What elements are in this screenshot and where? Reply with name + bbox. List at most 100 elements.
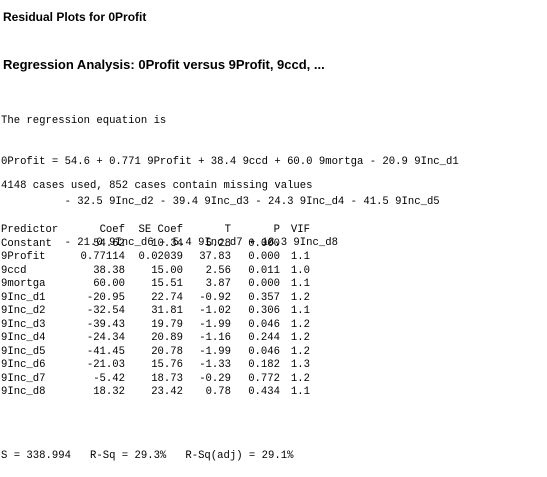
cell-p: 0.011 [248,264,280,277]
cell-coef: 38.38 [93,264,125,277]
cell-coef: 60.00 [93,278,125,290]
regression-equation: The regression equation is 0Profit = 54.… [1,88,459,264]
cell-t: -1.99 [199,318,231,331]
column-header-p: P [273,224,280,236]
cell-t: 0.78 [205,386,231,398]
column-header-se-coef: SE Coef [138,224,183,236]
cell-predictor: 9mortga [1,278,46,290]
cell-t: 3.87 [205,278,231,290]
table-header-row: Predictor Coef SE Coef T P VIF [1,224,310,238]
cell-predictor: 9Inc_d5 [1,345,46,358]
cell-se-coef: 20.89 [151,332,183,344]
cell-t: -1.33 [199,359,231,371]
cell-vif: 1.1 [290,305,310,317]
cell-t: 37.83 [199,251,231,263]
cell-t: 2.56 [205,264,231,277]
table-row: 9Inc_d6 -21.03 15.76 -1.33 0.182 1.3 [1,359,310,373]
cell-t: -1.16 [199,332,231,344]
cases-used-text: 4148 cases used, 852 cases contain missi… [1,180,313,192]
regression-analysis-heading: Regression Analysis: 0Profit versus 9Pro… [3,57,325,72]
cell-p: 0.046 [248,345,280,358]
cell-coef: -39.43 [86,318,125,331]
cell-coef: -41.45 [86,345,125,358]
cell-se-coef: 22.74 [151,291,183,304]
cell-vif: 1.2 [290,345,310,358]
cell-p: 0.000 [248,251,280,263]
cell-se-coef: 15.00 [151,264,183,277]
cell-vif: 1.0 [290,264,310,277]
table-row: 9Inc_d3 -39.43 19.79 -1.99 0.046 1.2 [1,319,310,333]
cell-predictor: 9Inc_d6 [1,359,46,371]
cell-p: 0.357 [248,291,280,304]
cell-se-coef: 19.79 [151,318,183,331]
cell-coef: 54.62 [93,237,125,250]
table-row: 9Inc_d7 -5.42 18.73 -0.29 0.772 1.2 [1,373,310,387]
cell-se-coef: 15.51 [151,278,183,290]
cell-vif: 1.2 [290,332,310,344]
cell-predictor: Constant [1,237,52,250]
cell-t: -0.29 [199,372,231,385]
coefficient-table-body: Constant 54.62 10.34 5.28 0.000 9Profit 0.7711… [1,238,310,400]
table-row: 9Profit 0.77114 0.02039 37.83 0.000 1.1 [1,251,310,265]
cell-vif [280,238,310,252]
cell-vif: 1.2 [290,372,310,385]
cell-predictor: 9Inc_d4 [1,332,46,344]
cell-se-coef: 18.73 [151,372,183,385]
table-row: 9Inc_d1 -20.95 22.74 -0.92 0.357 1.2 [1,292,310,306]
column-header-predictor: Predictor [1,224,59,236]
cell-se-coef: 15.76 [151,359,183,371]
cell-p: 0.000 [248,278,280,290]
cell-predictor: 9Profit [1,251,46,263]
cell-p: 0.244 [248,332,280,344]
cell-t: -1.99 [199,345,231,358]
equation-line: - 21.0 9Inc_d6 - 5.4 9Inc_d7 + 18.3 9Inc… [1,236,338,249]
cell-predictor: 9Inc_d1 [1,291,46,304]
cell-t: 5.28 [205,237,231,250]
equation-intro: The regression equation is [1,115,167,127]
table-row: 9Inc_d2 -32.54 31.81 -1.02 0.306 1.1 [1,305,310,319]
cell-predictor: 9ccd [1,264,27,277]
cell-predictor: 9Inc_d2 [1,305,46,317]
cell-p: 0.772 [248,372,280,385]
table-row: 9mortga 60.00 15.51 3.87 0.000 1.1 [1,278,310,292]
coefficient-table: Predictor Coef SE Coef T P VIF Constant 5… [1,224,310,400]
cell-vif: 1.3 [290,359,310,371]
model-summary-text: S = 338.994 R-Sq = 29.3% R-Sq(adj) = 29.… [1,450,294,462]
cell-vif: 1.2 [290,291,310,304]
cell-se-coef: 0.02039 [138,251,183,263]
equation-line: - 32.5 9Inc_d2 - 39.4 9Inc_d3 - 24.3 9In… [1,196,440,208]
cell-coef: -5.42 [93,372,125,385]
cell-t: -1.02 [199,305,231,317]
table-row: Constant 54.62 10.34 5.28 0.000 [1,238,310,252]
cell-p: 0.434 [248,386,280,398]
cell-t: -0.92 [199,291,231,304]
cell-vif: 1.1 [290,251,310,263]
cell-coef: -24.34 [86,332,125,344]
cell-p: 0.000 [248,237,280,250]
cell-vif: 1.1 [290,278,310,290]
cell-predictor: 9Inc_d8 [1,386,46,398]
residual-plots-heading: Residual Plots for 0Profit [3,10,147,24]
cell-coef: 18.32 [93,386,125,398]
cell-p: 0.306 [248,305,280,317]
cell-p: 0.046 [248,318,280,331]
cell-coef: -21.03 [86,359,125,371]
table-row: 9Inc_d5 -41.45 20.78 -1.99 0.046 1.2 [1,346,310,360]
table-row: 9Inc_d8 18.32 23.42 0.78 0.434 1.1 [1,386,310,400]
cell-predictor: 9Inc_d3 [1,318,46,331]
cell-coef: -20.95 [86,291,125,304]
cell-vif: 1.2 [290,318,310,331]
table-row: 9ccd 38.38 15.00 2.56 0.011 1.0 [1,265,310,279]
cell-p: 0.182 [248,359,280,371]
column-header-coef: Coef [99,224,125,236]
column-header-vif: VIF [290,224,310,236]
cell-se-coef: 10.34 [151,237,183,250]
cell-se-coef: 20.78 [151,345,183,358]
cell-se-coef: 23.42 [151,386,183,398]
cell-se-coef: 31.81 [151,305,183,317]
equation-line: 0Profit = 54.6 + 0.771 9Profit + 38.4 9c… [1,155,459,168]
column-header-t: T [224,224,231,236]
cell-vif: 1.1 [290,386,310,398]
cell-coef: 0.77114 [80,251,125,263]
